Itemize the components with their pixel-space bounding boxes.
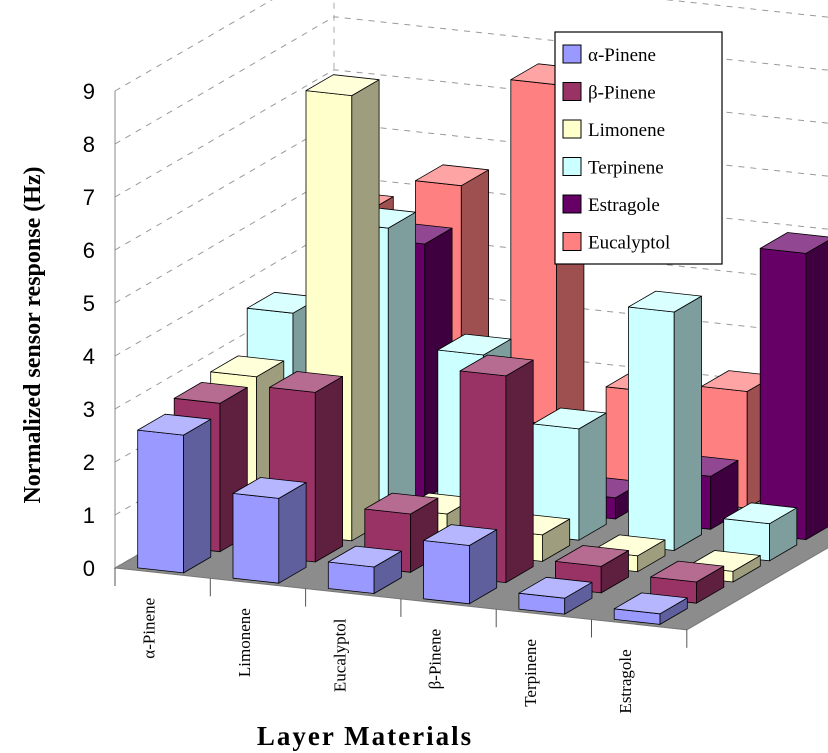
bar-side xyxy=(505,359,534,583)
bar xyxy=(518,576,593,615)
y-axis-label: Normalized sensor response (Hz) xyxy=(20,166,46,503)
x-axis-label: Layer Materials xyxy=(257,721,473,751)
bar-top xyxy=(723,502,798,525)
bar-top xyxy=(232,477,307,499)
y-tick-label: 0 xyxy=(83,556,95,581)
y-tick-label: 9 xyxy=(83,79,95,104)
bar-top xyxy=(459,354,534,377)
y-tick-label: 4 xyxy=(83,344,95,369)
bar-side xyxy=(278,482,307,584)
bar-side xyxy=(314,376,344,563)
bar-side xyxy=(578,412,607,541)
bar xyxy=(423,524,498,605)
bar-top xyxy=(269,371,344,393)
category-label: Eucalyptol xyxy=(330,618,349,692)
category-label: β-Pinene xyxy=(426,629,445,690)
bar-front xyxy=(327,561,375,594)
bar-top xyxy=(650,560,725,583)
bar-top xyxy=(423,524,498,546)
bar-top xyxy=(173,381,248,404)
legend-swatch xyxy=(562,232,582,251)
legend-swatch xyxy=(562,44,582,64)
legend-entry: Limonene xyxy=(588,120,665,141)
y-tick-label: 2 xyxy=(83,450,95,475)
category-label: α-Pinene xyxy=(140,598,159,659)
bar-top xyxy=(437,333,512,356)
legend-entry: Eucalyptol xyxy=(588,233,670,254)
legend-swatch xyxy=(562,157,582,176)
bar-front xyxy=(232,492,280,584)
legend-entry: Estragole xyxy=(588,195,660,216)
bar-top xyxy=(518,576,593,599)
bar xyxy=(650,560,725,604)
bar-side xyxy=(805,240,828,540)
bar-side xyxy=(387,211,417,520)
legend-entry: α-Pinene xyxy=(588,45,656,66)
bar-top xyxy=(327,545,402,568)
bar xyxy=(137,413,212,574)
y-tick-label: 7 xyxy=(83,185,95,210)
bar-top xyxy=(759,232,828,254)
bar xyxy=(759,232,828,540)
bar-front xyxy=(137,429,184,574)
chart-bars xyxy=(137,63,828,625)
legend-swatch xyxy=(562,119,582,139)
bar xyxy=(327,545,402,594)
legend-box xyxy=(554,31,723,265)
category-label: Estragole xyxy=(616,649,635,713)
bar-front xyxy=(628,306,675,551)
gridline xyxy=(114,0,828,92)
legend: α-Pinene β-Pinene Limonene Terpinene Estrago… xyxy=(554,31,723,265)
bar-top xyxy=(628,290,702,313)
bar-top xyxy=(364,492,439,515)
bar-side xyxy=(351,79,380,542)
y-axis-ticks: 0 1 2 3 4 5 6 7 8 9 xyxy=(83,79,95,581)
legend-swatch xyxy=(562,194,582,214)
y-tick-label: 8 xyxy=(83,132,95,157)
y-tick-label: 1 xyxy=(83,503,95,528)
bar xyxy=(628,290,702,551)
category-label: Limonene xyxy=(235,608,254,677)
bar xyxy=(232,477,307,584)
x-axis-categories: α-Pinene Limonene Eucalyptol β-Pinene Terpin… xyxy=(114,568,688,714)
bar-side xyxy=(673,295,702,551)
legend-swatch xyxy=(562,82,582,101)
bar-top xyxy=(532,407,607,430)
bar-top xyxy=(555,545,629,567)
bar-top xyxy=(613,592,688,615)
bar-top xyxy=(210,355,285,378)
bar-top xyxy=(305,74,380,96)
category-label: Terpinene xyxy=(521,639,540,707)
bar-top xyxy=(415,164,490,187)
bar-top xyxy=(137,413,212,436)
legend-entry: Terpinene xyxy=(588,158,664,179)
y-tick-label: 6 xyxy=(83,238,95,263)
bar-front xyxy=(423,540,470,605)
bar-front xyxy=(759,247,807,540)
bar xyxy=(613,592,688,625)
legend-entry: β-Pinene xyxy=(588,83,656,104)
bar-side xyxy=(183,418,212,574)
bar xyxy=(723,502,798,562)
y-tick-label: 5 xyxy=(83,291,95,316)
y-tick-label: 3 xyxy=(83,397,95,422)
